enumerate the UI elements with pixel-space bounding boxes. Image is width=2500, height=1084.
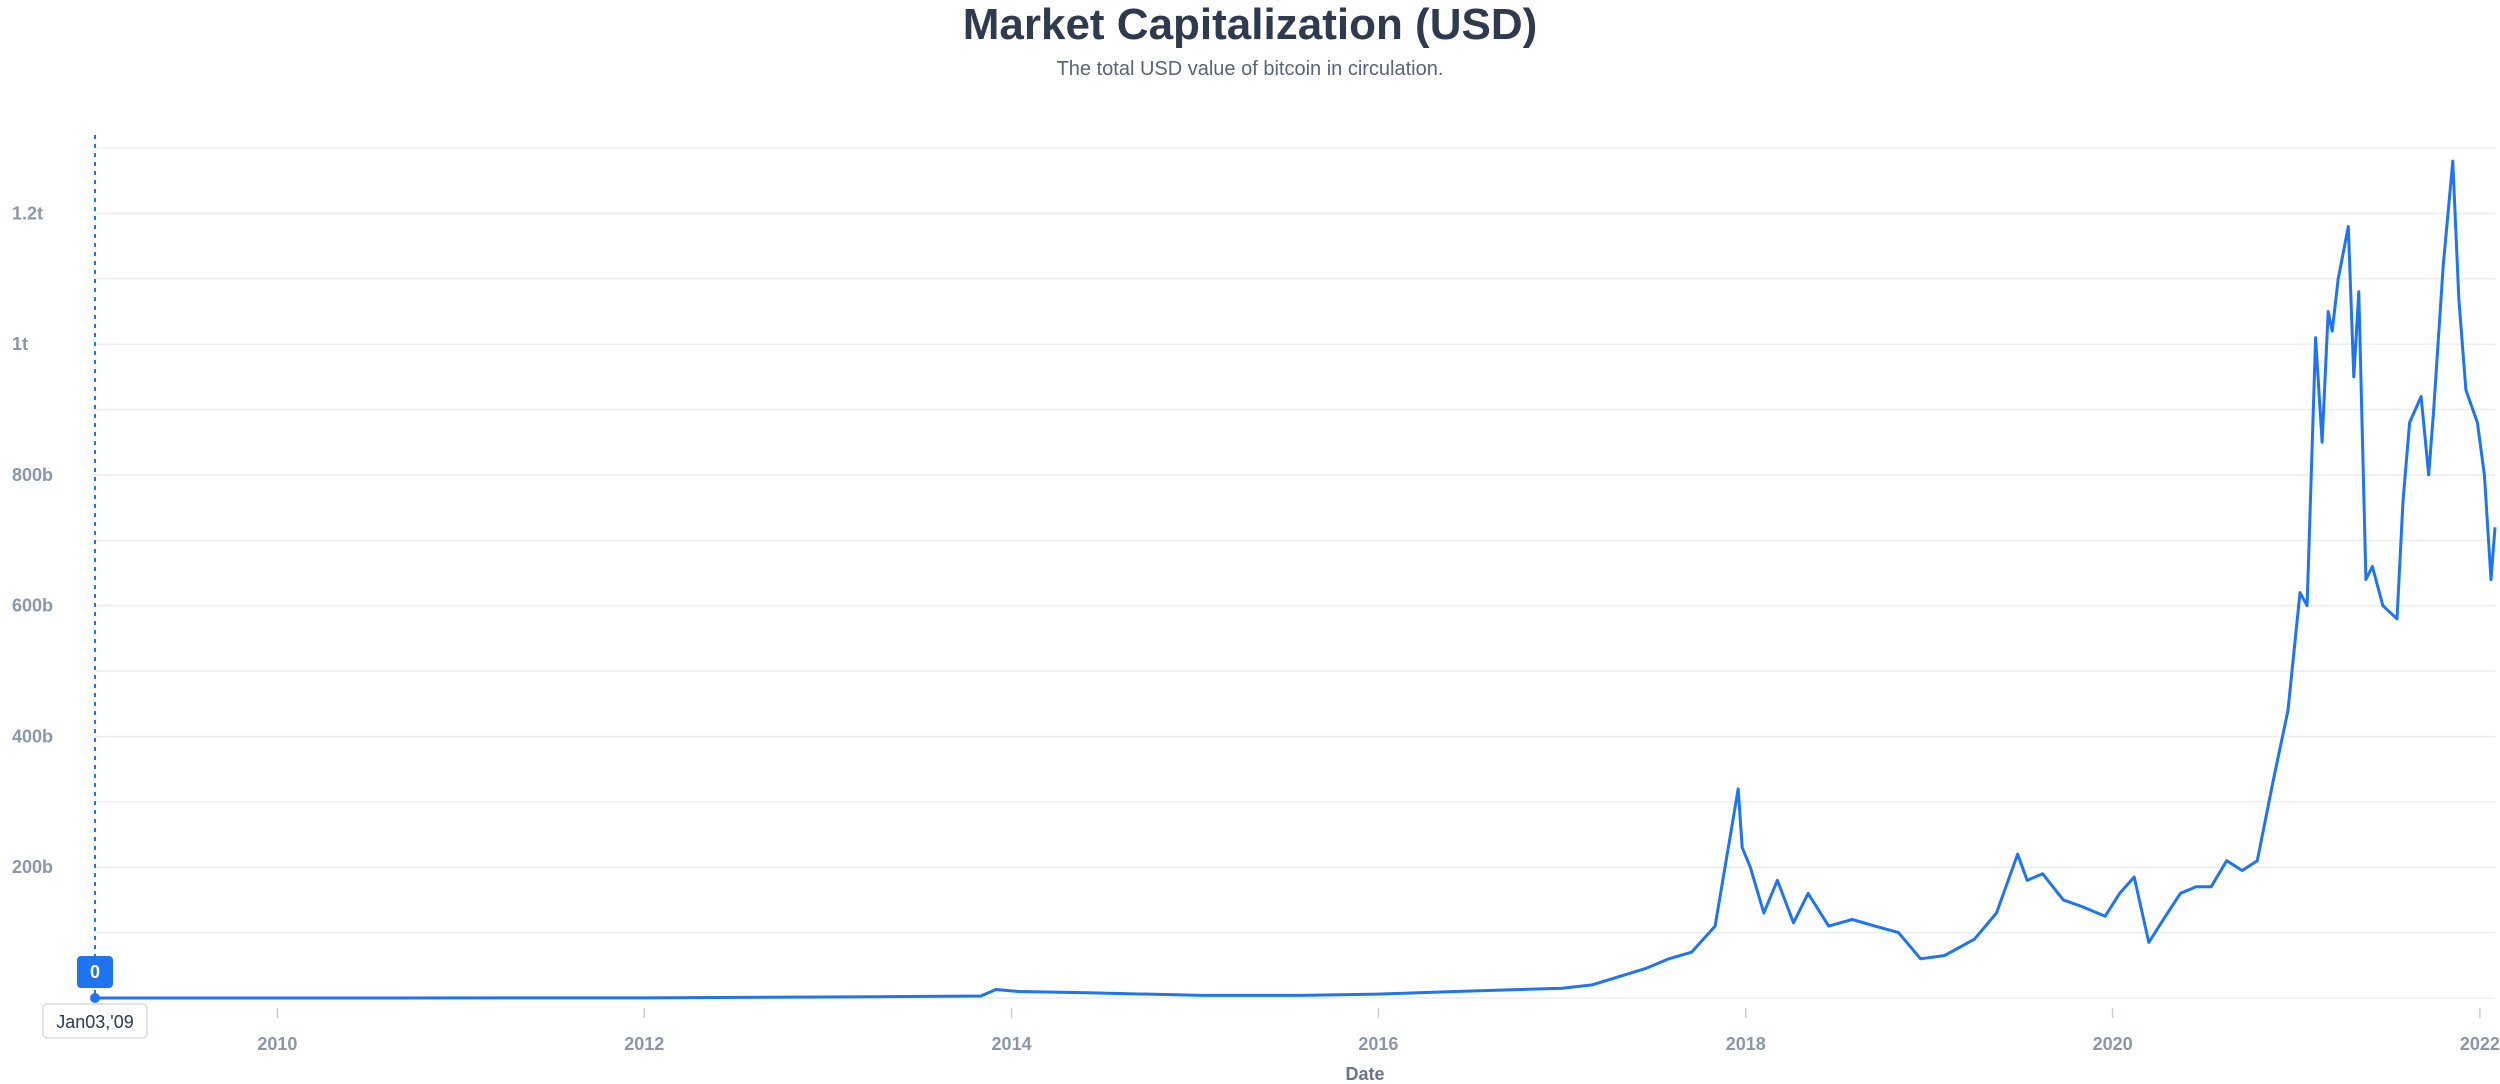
x-tick-label: 2018 <box>1726 1034 1766 1054</box>
y-tick-label: 1.2t <box>12 203 43 223</box>
x-tick-label: 2022 <box>2460 1034 2500 1054</box>
x-tick-label: 2020 <box>2093 1034 2133 1054</box>
y-tick-label: 600b <box>12 596 53 616</box>
series-line-market-cap[interactable] <box>95 159 2497 1000</box>
x-tick-label: 2014 <box>992 1034 1032 1054</box>
chart-title: Market Capitalization (USD) <box>962 0 1538 49</box>
y-tick-label: 800b <box>12 465 53 485</box>
y-tick-label: 400b <box>12 726 53 746</box>
x-tick-label: 2016 <box>1358 1034 1398 1054</box>
y-tick-label: 1t <box>12 334 28 354</box>
x-axis-title: Date <box>1345 1064 1384 1084</box>
x-tick-label: 2012 <box>624 1034 664 1054</box>
hover-value-badge <box>77 956 113 988</box>
y-tick-label: 200b <box>12 857 53 877</box>
crosshair-point <box>90 993 100 1003</box>
x-tick-label: 2010 <box>257 1034 297 1054</box>
x-axis: 2010 2012 2014 2016 2018 2020 2022 <box>257 1008 2500 1054</box>
y-axis: 200b 400b 600b 800b 1t 1.2t <box>12 203 53 877</box>
hover-crosshair: 0 Jan03,'09 <box>42 135 148 1039</box>
grid-lines <box>95 147 2495 999</box>
chart-subtitle: The total USD value of bitcoin in circul… <box>1056 58 1444 80</box>
hover-date-badge <box>42 1003 148 1039</box>
hover-date-label: Jan03,'09 <box>56 1012 134 1032</box>
hover-value-label: 0 <box>90 962 100 982</box>
